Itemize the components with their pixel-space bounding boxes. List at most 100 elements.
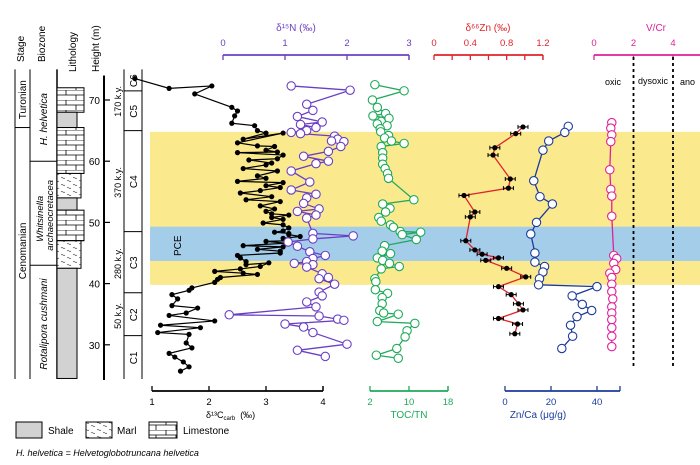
d15N-point	[292, 206, 303, 217]
d13C_carb-point	[237, 255, 243, 261]
biozone-label: Whitsinella	[35, 196, 46, 242]
d66zn-axis-title: δ⁶⁶Zn (‰)	[466, 23, 511, 34]
d13C_carb-point	[234, 108, 241, 114]
d15N-point	[289, 258, 300, 269]
d15N-point	[280, 319, 290, 329]
d15N-point	[301, 213, 312, 223]
d13C_carb-point	[260, 220, 266, 226]
d13C_carb-point	[237, 190, 243, 196]
d13C_carb-point	[269, 214, 275, 221]
d15N-point	[286, 166, 296, 176]
d13C_carb-point	[183, 310, 189, 316]
d66Zn-point	[504, 265, 510, 271]
d13C_carb-point	[269, 211, 275, 217]
stage-label: Cenomanian	[18, 223, 29, 280]
series-d13C_carb	[132, 75, 303, 374]
d13C_carb-point	[240, 243, 246, 249]
d66Zn-point	[520, 124, 526, 130]
V_Cr-point	[607, 341, 617, 352]
d13C_carb-point	[277, 198, 283, 205]
Zn_Ca-point	[547, 199, 558, 209]
vcr-axis-title: V/Cr	[646, 23, 667, 34]
d13C_carb-point	[169, 303, 175, 309]
d13C_carb-point	[186, 331, 192, 337]
d66Zn-point	[495, 284, 502, 290]
d13C_carb-point	[237, 266, 243, 272]
d15N-point	[298, 198, 309, 209]
d66Zn-point	[515, 301, 522, 307]
Zn_Ca-point	[533, 280, 544, 290]
TOC_TN-point	[399, 138, 409, 149]
d15N-point	[305, 177, 315, 187]
d13C_carb-point	[186, 364, 192, 370]
d66Zn-point	[495, 255, 502, 261]
d13C_carb-point	[234, 150, 241, 156]
d15N-point	[301, 262, 312, 272]
TOC_TN-point	[411, 234, 422, 245]
cycle-label: C5	[129, 104, 140, 117]
Zn_Ca-point	[572, 311, 582, 322]
d15N-point	[336, 141, 346, 152]
Zn_Ca-tick-label: 40	[592, 397, 603, 408]
series-d66Zn	[458, 124, 532, 337]
d13C_carb-point	[254, 246, 261, 252]
d66Zn-point	[512, 331, 518, 337]
d13C_carb-point	[243, 262, 249, 268]
d13C_carb-point	[254, 173, 261, 179]
d15N-point	[323, 156, 334, 166]
TOC_TN-point	[370, 79, 380, 90]
d13C_carb-point	[271, 229, 278, 235]
legend-marl-label: Marl	[117, 426, 136, 437]
height-tick-label: 30	[89, 341, 101, 352]
d13C_carb-point	[240, 165, 246, 172]
d13C_carb-point	[212, 268, 218, 274]
d13C_carb-point	[254, 128, 261, 134]
Zn_Ca-point	[560, 127, 570, 138]
d13C_carb-point	[155, 329, 161, 336]
Zn_Ca-point	[531, 217, 542, 228]
V_Cr-point	[607, 314, 617, 325]
d13C_carb-point	[240, 136, 246, 142]
d15N-point	[301, 99, 312, 110]
anoxic-label: ano	[680, 77, 695, 87]
V_Cr-point	[608, 294, 618, 304]
TOC_TN-point	[410, 318, 420, 329]
d15N-point	[323, 272, 334, 283]
Zn_Ca-tick-label: 20	[546, 397, 557, 408]
d13C_carb-point	[246, 157, 252, 163]
d13C_carb-point	[266, 260, 272, 266]
TOC_TN-point	[367, 95, 378, 105]
d13C_carb-point	[280, 228, 286, 234]
Zn_Ca-point	[526, 229, 536, 239]
TOC_TN-point	[409, 195, 419, 205]
TOC_TN-point	[383, 173, 394, 184]
d13C_carb-tick-label: 2	[206, 397, 211, 408]
TOC_TN-point	[372, 102, 383, 113]
V_Cr-tick-label: 4	[670, 38, 675, 49]
d15N-point	[295, 128, 306, 139]
d15N-point	[224, 310, 234, 320]
d13C_carb-point	[195, 305, 201, 311]
d13C_carb-point	[180, 359, 186, 365]
d13C_carb-point	[240, 270, 246, 276]
d15N-point	[320, 351, 331, 362]
lithology-header: Lithology	[68, 32, 79, 72]
d15N-tick-label: 3	[406, 38, 411, 49]
V_Cr-point	[606, 136, 616, 147]
d13C_carb-point	[157, 322, 164, 328]
d15N-point	[323, 146, 334, 157]
d13C_carb-point	[280, 216, 286, 222]
Zn_Ca-point	[530, 257, 540, 267]
d13C_carb-point	[263, 130, 269, 136]
d13C_carb-point	[286, 232, 292, 238]
d13C_carb-point	[186, 287, 192, 293]
Zn_Ca-point	[535, 191, 545, 202]
Zn_Ca-point	[565, 320, 576, 330]
d13C_carb-point	[229, 120, 235, 126]
d13C_carb-point	[269, 160, 275, 166]
d15N-point	[308, 105, 318, 116]
lithology-marl	[56, 172, 82, 199]
TOC_TN-point	[372, 316, 383, 327]
duration-label: 370 k.y.	[113, 167, 123, 198]
